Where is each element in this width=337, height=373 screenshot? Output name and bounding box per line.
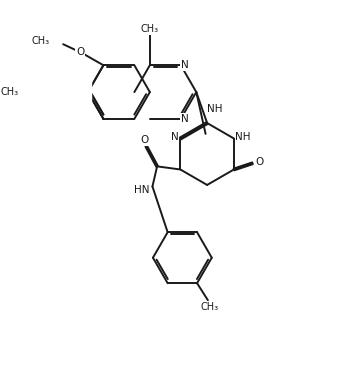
Text: CH₃: CH₃: [141, 24, 159, 34]
Text: O: O: [76, 47, 84, 57]
Text: CH₃: CH₃: [0, 87, 18, 97]
Text: O: O: [50, 87, 58, 97]
Text: O: O: [255, 157, 264, 167]
Text: O: O: [141, 135, 149, 145]
Text: NH: NH: [236, 132, 251, 142]
Text: NH: NH: [207, 104, 223, 114]
Text: N: N: [181, 114, 188, 124]
Text: N: N: [181, 60, 188, 70]
Bar: [26, 61, 91, 107]
Text: CH₃: CH₃: [31, 36, 49, 46]
Text: CH₃: CH₃: [201, 302, 218, 312]
Text: N: N: [171, 132, 179, 142]
Text: HN: HN: [134, 185, 149, 195]
